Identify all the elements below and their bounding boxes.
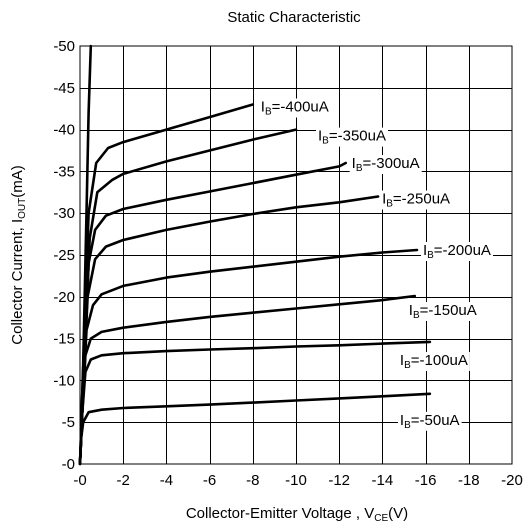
curve-ib50ua <box>78 392 432 466</box>
curve-label-sub: B <box>265 107 272 118</box>
y-tick-label: -45 <box>53 80 75 97</box>
chart-title: Static Characteristic <box>227 9 361 26</box>
curve-label-value: =-50uA <box>411 412 460 429</box>
x-axis-label-suffix: (V) <box>388 505 408 522</box>
y-tick-labels: -0 -5 -10 -15 -20 -25 -30 -35 -40 -45 -50 <box>53 38 75 473</box>
curve-label-background <box>349 155 422 175</box>
curve-label: IB=-250uA <box>382 190 450 209</box>
x-tick-label: -2 <box>117 472 130 489</box>
curve-label-background <box>420 241 493 261</box>
curve-label-sub: B <box>404 360 411 371</box>
y-tick-label: -35 <box>53 163 75 180</box>
x-tick-label: -10 <box>285 472 307 489</box>
x-tick-label: -0 <box>73 472 86 489</box>
curve-label-value: =-400uA <box>272 99 329 116</box>
y-axis-label-sub: OUT <box>17 198 28 219</box>
curve-label: IB=-400uA <box>261 99 329 118</box>
curve-label-value: =-200uA <box>434 242 491 259</box>
curve-label-background <box>258 98 331 118</box>
curve-label: IB=-150uA <box>409 302 477 321</box>
x-tick-label: -12 <box>328 472 350 489</box>
curve-label-prefix: I <box>382 190 386 207</box>
curve-ib300ua <box>78 161 347 466</box>
x-tick-label: -18 <box>458 472 480 489</box>
y-axis-label-prefix: Collector Current, I <box>9 219 26 345</box>
x-axis-label: Collector-Emitter Voltage , VCE(V) <box>186 505 408 524</box>
curve-ib200ua <box>78 248 419 466</box>
y-tick-label: -0 <box>62 456 75 473</box>
x-tick-label: -8 <box>246 472 259 489</box>
y-tick-label: -15 <box>53 331 75 348</box>
y-tick-label: -10 <box>53 372 75 389</box>
y-tick-label: -40 <box>53 122 75 139</box>
x-tick-label: -16 <box>415 472 437 489</box>
x-tick-label: -6 <box>203 472 216 489</box>
curve-label: IB=-100uA <box>400 352 468 371</box>
curve-label-prefix: I <box>409 302 413 319</box>
x-axis-label-prefix: Collector-Emitter Voltage , V <box>186 505 374 522</box>
y-tick-label: -25 <box>53 247 75 264</box>
curve-label: IB=-350uA <box>318 128 386 147</box>
curve-label-background <box>397 351 470 371</box>
y-tick-label: -50 <box>53 38 75 55</box>
curve-label-value: =-150uA <box>420 302 477 319</box>
x-tick-label: -4 <box>160 472 173 489</box>
curve-label-background <box>397 411 462 431</box>
curve-label-prefix: I <box>423 242 427 259</box>
curve-label-prefix: I <box>400 352 404 369</box>
curve-label-value: =-100uA <box>411 352 468 369</box>
x-tick-label: -20 <box>501 472 523 489</box>
curve-label-background <box>316 127 388 147</box>
x-axis-label-sub: CE <box>374 513 388 524</box>
curve-label: IB=-200uA <box>423 242 491 261</box>
curve-label-value: =-350uA <box>329 128 386 145</box>
curve-label-prefix: I <box>400 412 404 429</box>
y-axis-label-suffix: (mA) <box>9 165 26 198</box>
curve-label-value: =-250uA <box>393 190 450 207</box>
curve-label: IB=-50uA <box>400 412 460 431</box>
curve-label-value: =-300uA <box>363 155 420 172</box>
x-tick-labels: -0 -2 -4 -6 -8 -10 -12 -14 -16 -18 -20 <box>73 472 523 489</box>
curves <box>78 44 432 466</box>
curve-label-sub: B <box>427 250 434 261</box>
curve-label-background <box>406 301 479 321</box>
x-tick-label: -14 <box>372 472 394 489</box>
curve-label-background <box>380 190 453 210</box>
curve-label-prefix: I <box>352 155 356 172</box>
curve-label-sub: B <box>322 136 329 147</box>
curve-label-sub: B <box>356 163 363 174</box>
curve-label-prefix: I <box>261 99 265 116</box>
curve-label-sub: B <box>404 420 411 431</box>
curve-label-sub: B <box>413 310 420 321</box>
curve-label-sub: B <box>386 198 393 209</box>
y-tick-label: -20 <box>53 289 75 306</box>
plot-frame <box>79 45 513 465</box>
y-axis-label: Collector Current, IOUT(mA) <box>9 165 28 344</box>
y-tick-label: -30 <box>53 205 75 222</box>
curve-labels: IB=-50uAIB=-100uAIB=-150uAIB=-200uAIB=-2… <box>258 98 493 431</box>
curve-label: IB=-300uA <box>352 155 420 174</box>
curve-label-prefix: I <box>318 128 322 145</box>
curve-ibsaturation <box>78 44 93 466</box>
curve-ib250ua <box>78 195 380 466</box>
y-tick-label: -5 <box>62 414 75 431</box>
